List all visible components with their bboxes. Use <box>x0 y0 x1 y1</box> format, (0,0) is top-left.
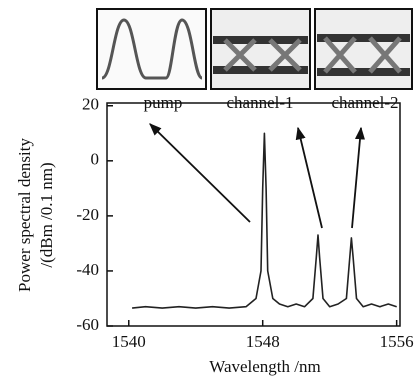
inset-pump <box>97 9 206 89</box>
y-tick-label: 0 <box>91 150 100 169</box>
y-tick-label: -20 <box>76 205 99 224</box>
annotation: pump <box>144 93 183 112</box>
inset-channel-2 <box>315 9 412 89</box>
annotation: channel-2 <box>331 93 398 112</box>
arrow <box>298 128 322 228</box>
arrow <box>352 128 361 228</box>
chart: pump channel-1 channel-2 Wavelength /nm … <box>0 0 420 382</box>
x-axis-label: Wavelength /nm <box>209 357 320 376</box>
x-tick-label: 1548 <box>246 332 280 351</box>
spectrum-line <box>132 133 397 308</box>
y-tick-label: -40 <box>76 260 99 279</box>
y-tick-label: -60 <box>76 315 99 334</box>
inset-channel-1 <box>211 9 310 89</box>
y-axis-label: Power spectral density <box>15 138 34 292</box>
y-tick-label: 20 <box>82 95 99 114</box>
x-tick-label: 1540 <box>112 332 146 351</box>
y-axis-label: /(dBm /0.1 nm) <box>37 162 56 267</box>
arrow <box>150 124 250 222</box>
annotation: channel-1 <box>226 93 293 112</box>
x-tick-label: 1556 <box>380 332 414 351</box>
